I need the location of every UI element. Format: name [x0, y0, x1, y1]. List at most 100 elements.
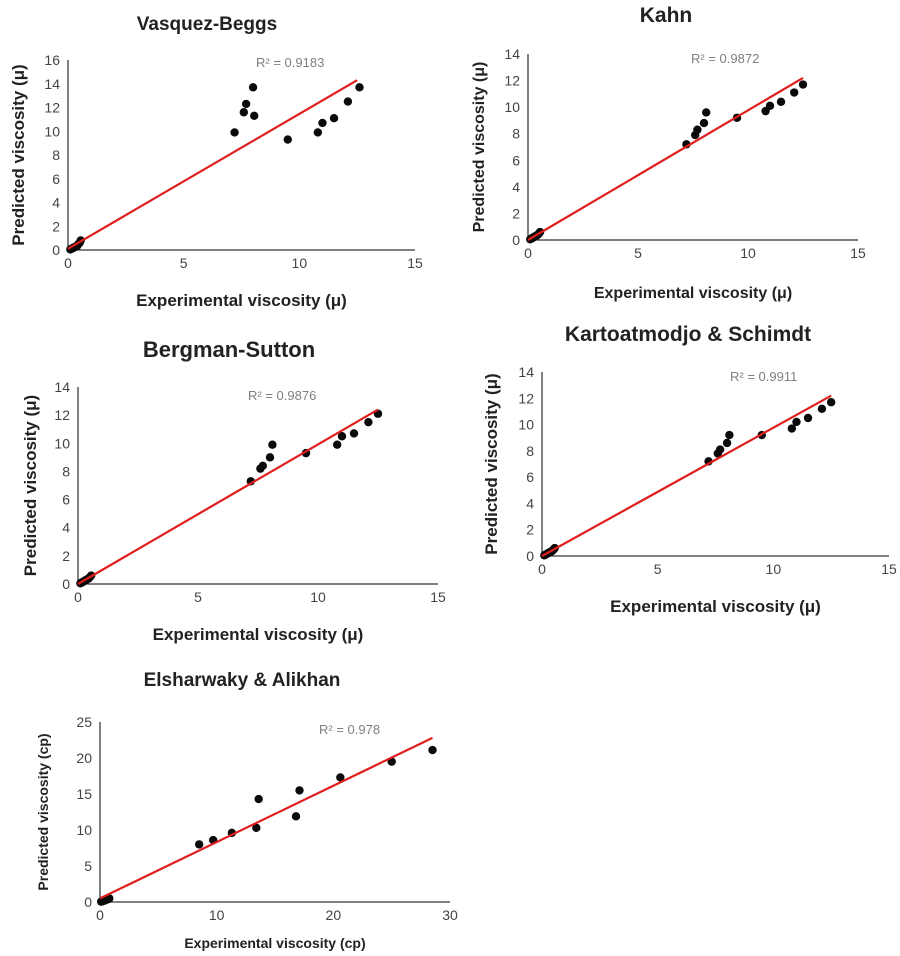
data-point	[826, 398, 836, 407]
data-point	[817, 404, 827, 413]
data-point	[268, 440, 277, 449]
y-tick-label: 14	[54, 379, 70, 395]
y-tick-label: 16	[44, 52, 60, 68]
data-point	[765, 101, 775, 111]
r-squared-label: R² = 0.9876	[248, 388, 316, 403]
data-point	[241, 99, 251, 109]
data-point	[699, 118, 709, 128]
chart-2: Kahn 0 5 10 15 0 2 4 6 8 10 12 14 Experimental viscos…	[471, 4, 866, 302]
data-point	[693, 125, 702, 134]
data-point	[313, 128, 323, 137]
y-tick-label: 4	[62, 520, 70, 536]
data-point	[265, 453, 275, 462]
data-point	[702, 108, 711, 117]
y-tick-label: 15	[76, 786, 92, 802]
chart-title: Kartoatmodjo & Schimdt	[565, 323, 811, 346]
y-tick-label: 2	[526, 522, 534, 538]
x-tick-label: 15	[881, 561, 897, 577]
x-tick-label: 10	[209, 907, 225, 923]
x-axis-label: Experimental viscosity (μ)	[136, 291, 347, 310]
chart-4: Kartoatmodjo & Schimdt 0 5 10 15 0 2 4 6 8 10 12 14 E…	[482, 323, 897, 616]
y-tick-label: 25	[76, 714, 92, 730]
x-tick-label: 5	[654, 561, 662, 577]
y-tick-label: 12	[54, 407, 70, 423]
y-axis-label: Predicted viscosity (μ)	[482, 373, 501, 554]
x-tick-label: 5	[634, 245, 642, 261]
y-tick-label: 0	[84, 894, 92, 910]
y-tick-label: 6	[62, 492, 70, 508]
y-axis-label: Predicted viscosity (μ)	[471, 62, 488, 233]
data-point	[230, 128, 239, 137]
y-tick-label: 0	[526, 548, 534, 564]
trendline	[77, 408, 379, 585]
y-tick-label: 2	[52, 218, 60, 234]
data-point	[194, 840, 204, 849]
x-tick-label: 15	[430, 589, 446, 605]
r-squared-label: R² = 0.978	[319, 722, 380, 737]
r-squared-label: R² = 0.9911	[730, 369, 797, 384]
chart-1: Vasquez-Beggs 0 5 10 15 0 2 4 6 8 10 12 14 16 Experime…	[9, 14, 423, 310]
y-tick-label: 10	[518, 417, 534, 433]
data-point	[283, 135, 292, 144]
y-tick-label: 10	[504, 99, 520, 115]
y-tick-label: 14	[518, 364, 534, 380]
x-tick-label: 10	[766, 561, 782, 577]
data-point	[798, 80, 808, 89]
y-tick-label: 4	[52, 195, 60, 211]
y-tick-label: 0	[62, 576, 70, 592]
y-tick-label: 8	[52, 147, 60, 163]
y-tick-label: 12	[504, 73, 520, 89]
x-tick-label: 20	[326, 907, 342, 923]
y-tick-label: 6	[512, 152, 520, 168]
data-point	[790, 88, 799, 97]
x-tick-label: 15	[850, 245, 866, 261]
data-point	[329, 113, 339, 123]
y-axis-label: Predicted viscosity (μ)	[9, 64, 28, 245]
data-point	[250, 111, 259, 121]
x-tick-label: 10	[740, 245, 756, 261]
x-axis-label: Experimental viscosity (μ)	[594, 285, 792, 302]
y-tick-label: 8	[526, 443, 534, 459]
x-tick-label: 30	[442, 907, 458, 923]
y-tick-label: 6	[52, 171, 60, 187]
data-point	[248, 83, 258, 92]
y-tick-label: 10	[54, 435, 70, 451]
y-tick-label: 14	[44, 76, 60, 92]
data-point	[364, 417, 373, 427]
y-axis-label: Predicted viscosity (cp)	[35, 733, 51, 890]
data-point	[318, 118, 327, 128]
data-point	[428, 745, 437, 755]
y-axis-label: Predicted viscosity (μ)	[21, 395, 40, 576]
data-point	[725, 430, 734, 440]
data-point	[715, 445, 725, 454]
data-point	[333, 440, 342, 449]
y-tick-label: 4	[526, 495, 534, 511]
data-point	[258, 461, 267, 470]
data-point	[239, 108, 249, 117]
y-tick-label: 0	[512, 232, 520, 248]
data-point	[254, 794, 263, 804]
x-axis-label: Experimental viscosity (cp)	[184, 935, 365, 951]
x-tick-label: 0	[524, 245, 532, 261]
data-point	[349, 429, 359, 438]
y-tick-label: 20	[76, 750, 92, 766]
y-tick-label: 10	[44, 123, 60, 139]
data-point	[105, 894, 114, 903]
y-tick-label: 0	[52, 242, 60, 258]
x-tick-label: 15	[407, 255, 423, 271]
data-point	[291, 812, 301, 821]
data-point	[722, 438, 732, 448]
chart-title: Kahn	[640, 4, 693, 27]
x-tick-label: 10	[310, 589, 326, 605]
data-point	[792, 417, 801, 427]
chart-3: Bergman-Sutton 0 5 10 15 0 2 4 6 8 10 12 14 Experimen…	[21, 337, 446, 644]
x-axis-label: Experimental viscosity (μ)	[153, 625, 364, 644]
data-point	[337, 432, 347, 441]
x-tick-label: 0	[64, 255, 72, 271]
data-point	[787, 424, 797, 433]
y-tick-label: 5	[84, 858, 92, 874]
trendline	[99, 736, 433, 900]
y-tick-label: 8	[62, 463, 70, 479]
r-squared-label: R² = 0.9183	[256, 55, 324, 70]
